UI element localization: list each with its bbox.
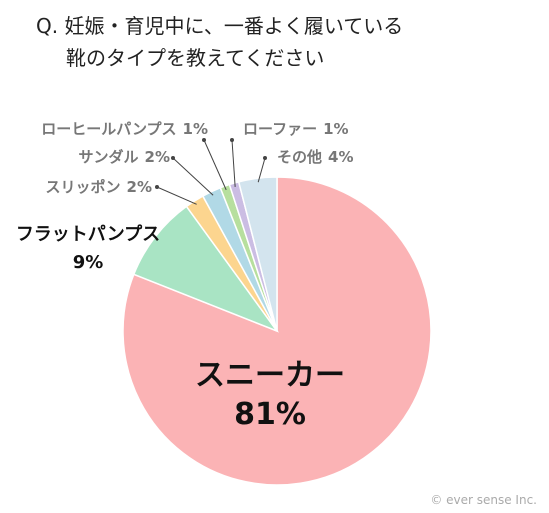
callout-loafers-value: 1% — [323, 120, 348, 138]
callout-other: その他 4% — [277, 148, 353, 166]
pie-slice-other — [237, 176, 278, 332]
callout-loafers-name: ローファー — [243, 120, 317, 138]
callout-sandals-value: 2% — [145, 148, 170, 166]
callout-other-name: その他 — [277, 148, 322, 166]
leader-dot-other — [263, 156, 267, 160]
callout-other-value: 4% — [328, 148, 353, 166]
question-line-2: 靴のタイプを教えてください — [66, 46, 325, 70]
callout-slip-on: スリッポン 2% — [46, 178, 152, 196]
slice-label-flat-pumps: フラットパンプス — [16, 223, 160, 245]
leader-line-loafers — [231, 139, 236, 187]
leader-line-slip-on — [156, 186, 197, 205]
leader-dot-sandals — [171, 156, 175, 160]
leader-dot-loafers — [230, 138, 234, 142]
callout-sandals-name: サンダル — [79, 148, 139, 166]
slice-value-sneakers: 81% — [234, 397, 306, 432]
slice-value-flat-pumps: 9% — [73, 252, 104, 273]
pie-slice-flat-pumps — [132, 205, 280, 333]
callout-low-heel-pumps: ローヒールパンプス 1% — [41, 120, 208, 138]
slice-label-sneakers: スニーカー — [195, 358, 345, 393]
callout-low-heel-pumps-name: ローヒールパンプス — [41, 120, 176, 138]
question-title: Q. 妊娠・育児中に、一番よく履いている 靴のタイプを教えてください — [36, 10, 536, 74]
copyright-notice: © ever sense Inc. — [430, 493, 537, 507]
leader-line-other — [257, 157, 266, 183]
leader-line-low-heel-pumps — [203, 139, 227, 191]
leader-lines — [155, 138, 267, 205]
callout-low-heel-pumps-value: 1% — [183, 120, 208, 138]
leader-line-sandals — [172, 157, 214, 196]
leader-dot-low-heel-pumps — [202, 138, 206, 142]
callout-loafers: ローファー 1% — [243, 120, 349, 138]
leader-dot-slip-on — [155, 185, 159, 189]
callout-slip-on-name: スリッポン — [46, 178, 121, 196]
callout-sandals: サンダル 2% — [79, 148, 170, 166]
callout-slip-on-value: 2% — [127, 178, 152, 196]
pie-slices — [122, 176, 432, 486]
question-line-1: Q. 妊娠・育児中に、一番よく履いている — [36, 14, 404, 38]
